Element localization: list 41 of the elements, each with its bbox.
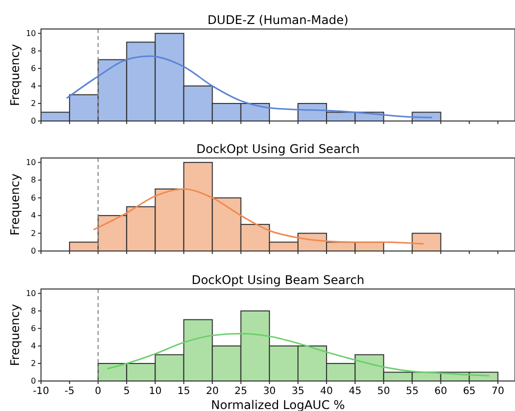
y-axis-title: Frequency <box>8 304 22 366</box>
chart-title: DUDE-Z (Human-Made) <box>208 13 348 27</box>
y-tick-label: 6 <box>30 324 36 333</box>
y-tick-label: 2 <box>30 228 36 238</box>
y-tick-label: 8 <box>30 176 36 185</box>
y-tick-label: 8 <box>30 46 36 56</box>
y-tick-label: 6 <box>30 64 36 73</box>
y-tick-label: 10 <box>26 28 36 38</box>
x-tick-label: 25 <box>234 386 248 397</box>
x-tick-label: 55 <box>406 386 419 397</box>
x-tick-label: 50 <box>377 386 390 397</box>
y-axis-title: Frequency <box>8 44 22 106</box>
y-tick-label: 10 <box>26 288 36 298</box>
y-tick-label: 2 <box>30 99 36 108</box>
x-tick-label: 60 <box>434 386 448 397</box>
y-tick-label: 10 <box>26 158 36 167</box>
chart-title: DockOpt Using Beam Search <box>192 273 364 287</box>
y-tick-label: 0 <box>30 376 36 386</box>
x-tick-label: 35 <box>292 386 304 397</box>
y-tick-label: 0 <box>30 246 36 256</box>
x-tick-label: -5 <box>64 386 75 397</box>
y-tick-label: 2 <box>30 359 36 368</box>
chart-title: DockOpt Using Grid Search <box>196 142 360 156</box>
y-axis-title: Frequency <box>8 174 22 236</box>
x-tick-label: 5 <box>123 386 130 397</box>
x-tick-label: 40 <box>320 386 333 397</box>
y-tick-label: 6 <box>30 193 36 202</box>
y-tick-label: 4 <box>30 82 36 91</box>
x-tick-label: 10 <box>148 386 162 397</box>
x-tick-label: 70 <box>492 386 504 397</box>
y-tick-label: 4 <box>30 211 36 220</box>
y-tick-label: 0 <box>30 116 36 126</box>
x-tick-label: 15 <box>177 386 190 397</box>
y-tick-label: 4 <box>30 342 36 351</box>
x-tick-label: -10 <box>32 386 50 397</box>
x-tick-label: 0 <box>94 386 102 397</box>
y-tick-label: 8 <box>30 306 36 316</box>
x-tick-label: 30 <box>263 386 276 397</box>
x-tick-label: 65 <box>462 386 476 397</box>
x-tick-label: 20 <box>206 386 219 397</box>
x-tick-label: 45 <box>348 386 362 397</box>
